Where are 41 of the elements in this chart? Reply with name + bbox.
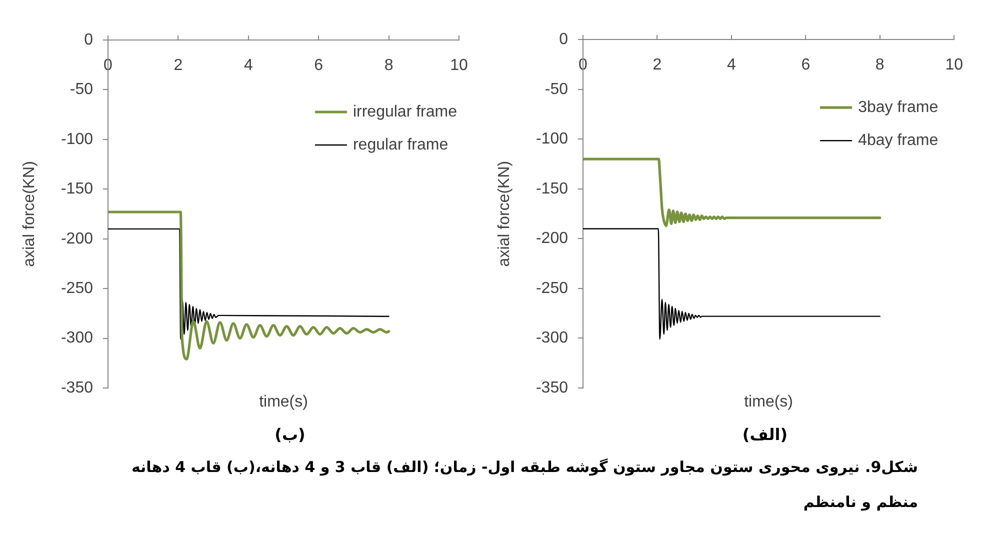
line-series xyxy=(583,228,880,340)
x-tick-label: 4 xyxy=(726,56,736,74)
y-tick-label: -150 xyxy=(60,180,94,198)
x-axis-title: time(s) xyxy=(259,393,308,410)
text: (الف) xyxy=(742,424,788,446)
y-tick-label: -100 xyxy=(60,130,94,148)
line-series xyxy=(108,228,390,340)
line-series xyxy=(583,158,882,228)
y-axis-title: axial force(KN) xyxy=(21,161,38,267)
y-tick-label: -250 xyxy=(536,280,568,297)
legend-label: regular frame xyxy=(352,136,448,154)
y-tick-label: -300 xyxy=(60,330,94,347)
x-tick-label: 8 xyxy=(875,56,884,74)
y-tick-label: 0 xyxy=(84,31,94,48)
y-tick-label: -150 xyxy=(536,180,568,198)
y-tick-label: -350 xyxy=(536,379,568,396)
y-tick-label: -200 xyxy=(536,230,568,248)
x-tick-label: 4 xyxy=(244,57,253,74)
x-tick-label: 8 xyxy=(384,57,394,74)
y-tick-label: -250 xyxy=(60,280,94,297)
x-tick-label: 10 xyxy=(945,56,964,74)
y-tick-label: -300 xyxy=(536,330,568,347)
legend-label: 4bay frame xyxy=(858,132,938,150)
x-tick-label: 6 xyxy=(314,57,324,74)
x-tick-label: 2 xyxy=(652,56,662,74)
legend-label: 3bay frame xyxy=(858,99,938,116)
y-tick-label: -50 xyxy=(544,80,568,98)
y-tick-label: 0 xyxy=(559,31,568,48)
y-tick-label: -50 xyxy=(70,81,94,98)
legend-label: irregular frame xyxy=(352,103,458,120)
x-tick-label: 2 xyxy=(174,57,183,74)
text: شکل9. نیروی محوری ستون مجاور ستون گوشه طبقه اول- زمان؛ (الف) قاب 3 و 4 دهانه،(ب) قاب 4 دهانه منظم و نامنظم xyxy=(130,457,918,513)
y-tick-label: -100 xyxy=(536,130,568,148)
x-tick-label: 6 xyxy=(801,56,810,74)
line-series xyxy=(108,210,390,360)
y-axis-title: axial force(KN) xyxy=(496,160,514,267)
y-tick-label: -350 xyxy=(60,379,94,396)
y-tick-label: -200 xyxy=(60,230,94,248)
x-axis-title: time(s) xyxy=(744,393,793,410)
text: (ب) xyxy=(274,424,306,446)
x-tick-label: 10 xyxy=(450,57,468,74)
